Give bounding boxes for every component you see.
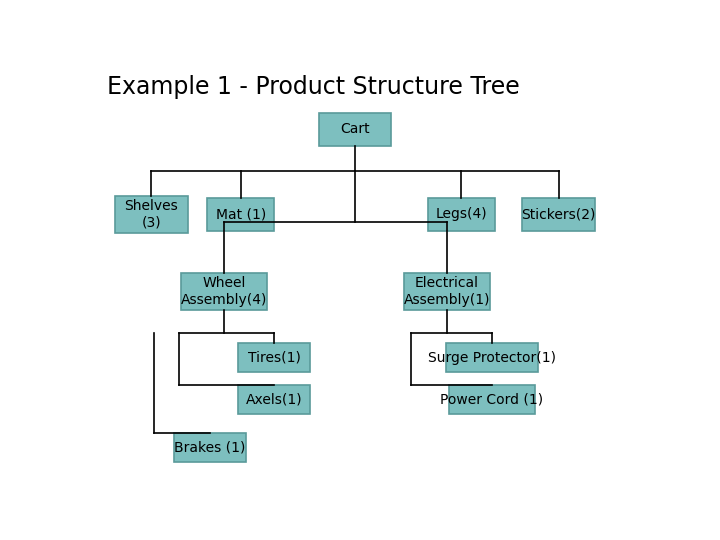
FancyBboxPatch shape: [181, 273, 267, 310]
Text: Example 1 - Product Structure Tree: Example 1 - Product Structure Tree: [107, 75, 520, 99]
FancyBboxPatch shape: [207, 198, 274, 231]
FancyBboxPatch shape: [449, 385, 535, 414]
FancyBboxPatch shape: [174, 433, 246, 462]
Text: Brakes (1): Brakes (1): [174, 440, 246, 454]
FancyBboxPatch shape: [238, 385, 310, 414]
Text: Tires(1): Tires(1): [248, 351, 300, 365]
FancyBboxPatch shape: [238, 343, 310, 373]
Text: Stickers(2): Stickers(2): [521, 207, 596, 221]
FancyBboxPatch shape: [428, 198, 495, 231]
Text: Shelves
(3): Shelves (3): [125, 199, 179, 230]
Text: Surge Protector(1): Surge Protector(1): [428, 351, 556, 365]
Text: Axels(1): Axels(1): [246, 393, 302, 407]
FancyBboxPatch shape: [523, 198, 595, 231]
Text: Legs(4): Legs(4): [436, 207, 487, 221]
FancyBboxPatch shape: [446, 343, 538, 373]
FancyBboxPatch shape: [404, 273, 490, 310]
Text: Mat (1): Mat (1): [215, 207, 266, 221]
Text: Electrical
Assembly(1): Electrical Assembly(1): [404, 276, 490, 307]
FancyBboxPatch shape: [319, 113, 392, 146]
Text: Wheel
Assembly(4): Wheel Assembly(4): [181, 276, 267, 307]
Text: Power Cord (1): Power Cord (1): [440, 393, 544, 407]
Text: Cart: Cart: [341, 122, 370, 136]
FancyBboxPatch shape: [115, 196, 188, 233]
